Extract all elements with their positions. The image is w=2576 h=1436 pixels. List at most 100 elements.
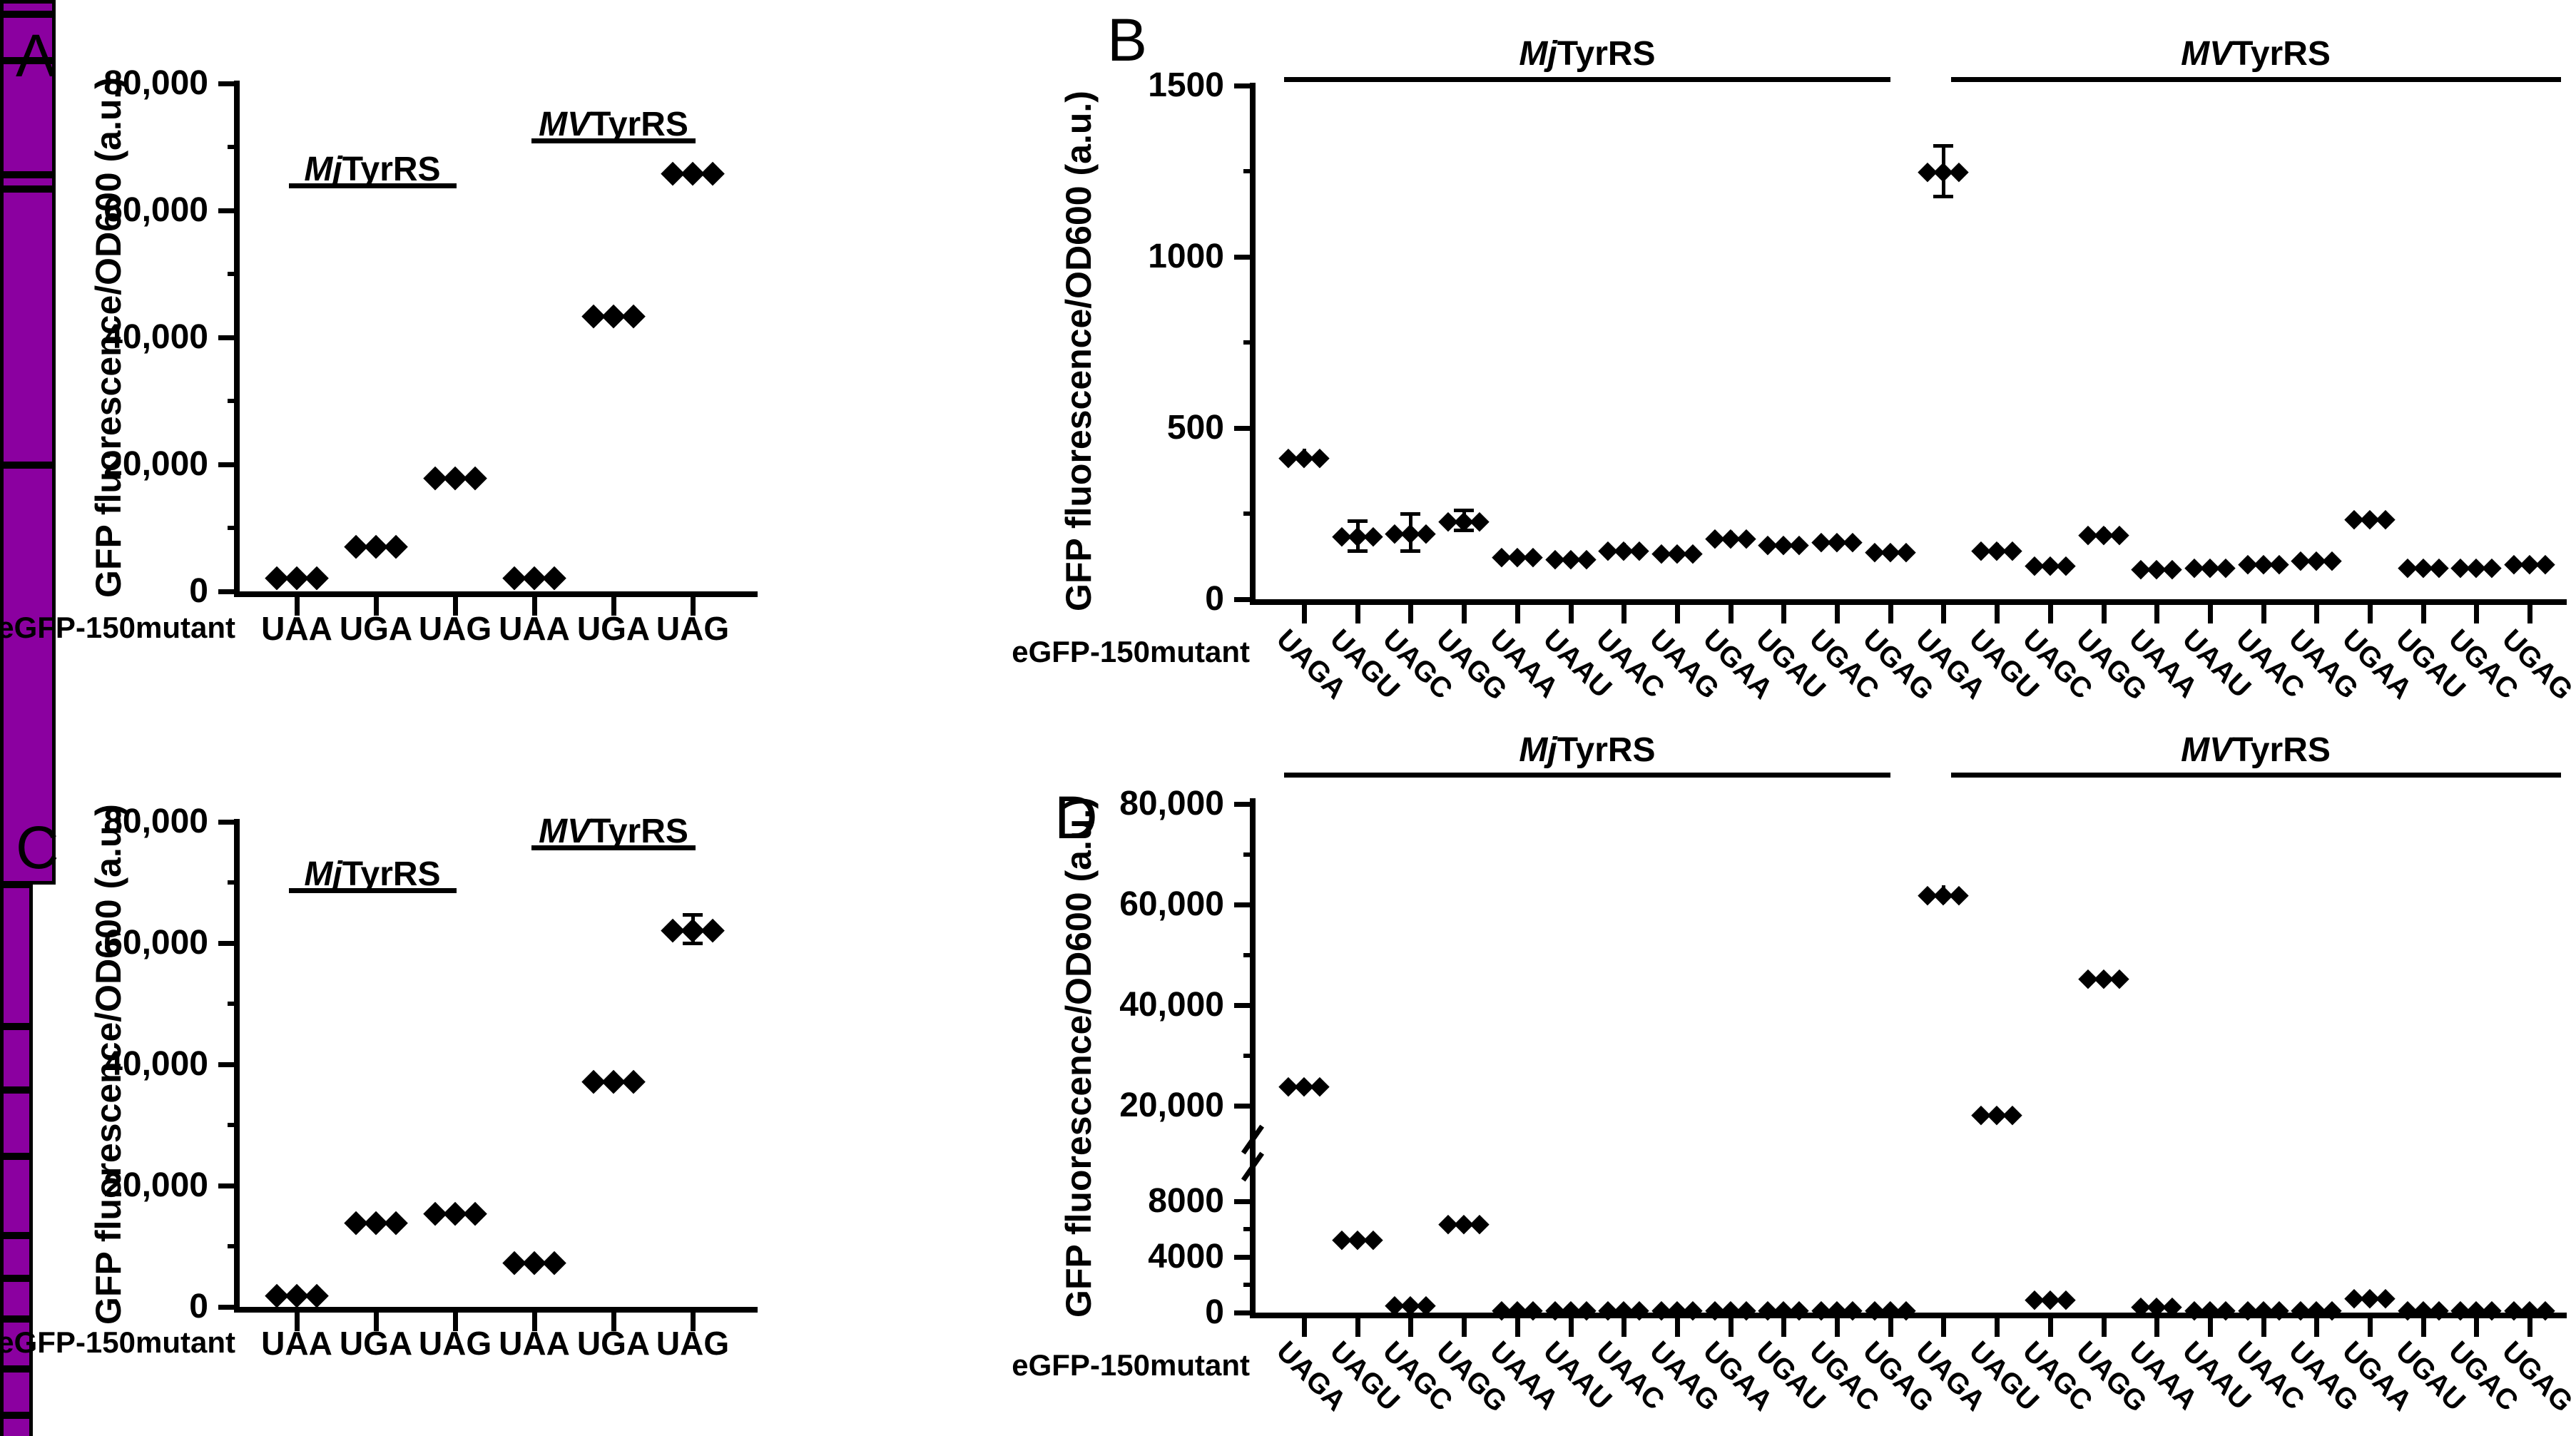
data-point-diamond: ◆ [2535, 547, 2555, 577]
y-major-tick [218, 1183, 240, 1188]
group-label-italic: Mj [304, 855, 342, 893]
data-point-diamond: ◆ [522, 558, 546, 594]
y-tick-label: 0 [189, 572, 208, 610]
data-point-diamond: ◆ [1363, 1223, 1383, 1253]
error-cap [1454, 529, 1474, 532]
y-major-tick [218, 208, 240, 213]
data-point-diamond: ◆ [1614, 534, 1634, 564]
error-whisker [454, 471, 457, 483]
data-point-diamond: ◆ [2466, 551, 2486, 581]
error-whisker [2368, 511, 2372, 526]
group-label-rest: TyrRS [1557, 35, 1656, 73]
x-tick [691, 597, 696, 616]
error-cap [1933, 195, 1953, 198]
error-whisker [2155, 1303, 2159, 1308]
error-whisker [2422, 563, 2425, 571]
x-tick [2368, 605, 2373, 623]
x-tick [1462, 605, 1467, 623]
y-tick-label: 40,000 [1119, 986, 1224, 1024]
data-point-diamond: ◆ [2450, 551, 2470, 581]
data-point-diamond: ◆ [1400, 516, 1420, 546]
group-label-italic: Mj [304, 151, 342, 188]
error-whisker [533, 574, 536, 580]
bar [0, 1089, 33, 1157]
data-point-diamond: ◆ [2360, 1281, 2380, 1311]
x-tick [1515, 605, 1520, 623]
error-whisker [691, 164, 695, 180]
data-point-diamond: ◆ [1310, 442, 1330, 472]
y-major-tick [1234, 255, 1256, 260]
data-point-diamond: ◆ [2413, 551, 2433, 581]
x-category-label: UAA [499, 610, 570, 647]
group-rule [289, 183, 457, 188]
y-minor-tick [228, 526, 240, 530]
error-whisker [295, 574, 299, 580]
bar [0, 1319, 33, 1369]
x-tick [2261, 1318, 2266, 1337]
bar [0, 1368, 33, 1415]
data-point-diamond: ◆ [265, 1276, 289, 1312]
data-point-diamond: ◆ [2344, 503, 2364, 533]
group-label-italic: Mj [1519, 731, 1557, 769]
data-point-diamond: ◆ [2504, 547, 2524, 577]
error-whisker [2422, 1309, 2425, 1312]
x-tick [532, 597, 537, 616]
data-point-diamond: ◆ [1492, 541, 1512, 571]
group-label: MVTyrRS [539, 812, 688, 851]
y-major-tick [1234, 902, 1256, 907]
error-whisker [1836, 536, 1839, 546]
y-minor-tick [228, 1123, 240, 1127]
y-major-tick [218, 941, 240, 946]
x-category-label: UGA [576, 610, 651, 647]
y-major-tick [218, 335, 240, 340]
y-major-tick [218, 462, 240, 467]
data-point-diamond: ◆ [364, 527, 388, 563]
y-minor-tick [228, 145, 240, 149]
panel-letter: D [1054, 784, 1098, 851]
x-tick [1408, 605, 1413, 623]
data-point-diamond: ◆ [681, 910, 705, 946]
x-category-label: UAA [261, 1325, 332, 1362]
data-point-diamond: ◆ [2306, 544, 2326, 574]
group-label: MVTyrRS [539, 105, 688, 144]
data-point-diamond: ◆ [2109, 962, 2129, 992]
y-major-tick [1234, 1104, 1256, 1109]
data-point-diamond: ◆ [1933, 156, 1953, 185]
error-whisker [2475, 563, 2478, 571]
data-point-diamond: ◆ [1278, 442, 1298, 472]
data-point-diamond: ◆ [2025, 549, 2045, 579]
data-point-diamond: ◆ [2216, 551, 2236, 581]
error-whisker [1303, 448, 1306, 466]
error-whisker [2049, 561, 2052, 569]
data-point-diamond: ◆ [1507, 541, 1527, 571]
y-tick-label: 500 [1166, 409, 1224, 447]
data-point-diamond: ◆ [1363, 520, 1383, 550]
x-tick [2102, 1318, 2107, 1337]
data-point-diamond: ◆ [2269, 547, 2289, 577]
data-point-diamond: ◆ [1598, 534, 1618, 564]
data-point-diamond: ◆ [364, 1203, 388, 1239]
error-cap [1400, 549, 1420, 553]
error-whisker [2209, 1310, 2212, 1312]
panel-a: A GFP fluorescence/OD600 (a.u.) 0 20,000 40,… [0, 0, 758, 885]
error-whisker [454, 1209, 457, 1216]
error-whisker [1622, 542, 1626, 556]
y-major-tick [1234, 1199, 1256, 1204]
data-point-diamond: ◆ [443, 458, 467, 494]
x-tick [1835, 605, 1840, 623]
panel-letter: C [16, 814, 59, 881]
data-point-diamond: ◆ [1416, 1288, 1436, 1318]
data-point-diamond: ◆ [1896, 536, 1916, 566]
group-label-italic: MV [2181, 731, 2233, 769]
data-point-diamond: ◆ [2482, 551, 2502, 581]
error-whisker [295, 1292, 299, 1298]
data-point-diamond: ◆ [2056, 549, 2076, 579]
data-point-diamond: ◆ [1577, 542, 1597, 572]
data-point-diamond: ◆ [2254, 547, 2274, 577]
data-point-diamond: ◆ [1310, 1070, 1330, 1100]
error-cap [683, 941, 703, 945]
data-point-diamond: ◆ [1683, 537, 1703, 567]
group-rule [1951, 773, 2561, 778]
error-whisker [612, 309, 616, 321]
y-tick-label: 40,000 [103, 1045, 208, 1083]
